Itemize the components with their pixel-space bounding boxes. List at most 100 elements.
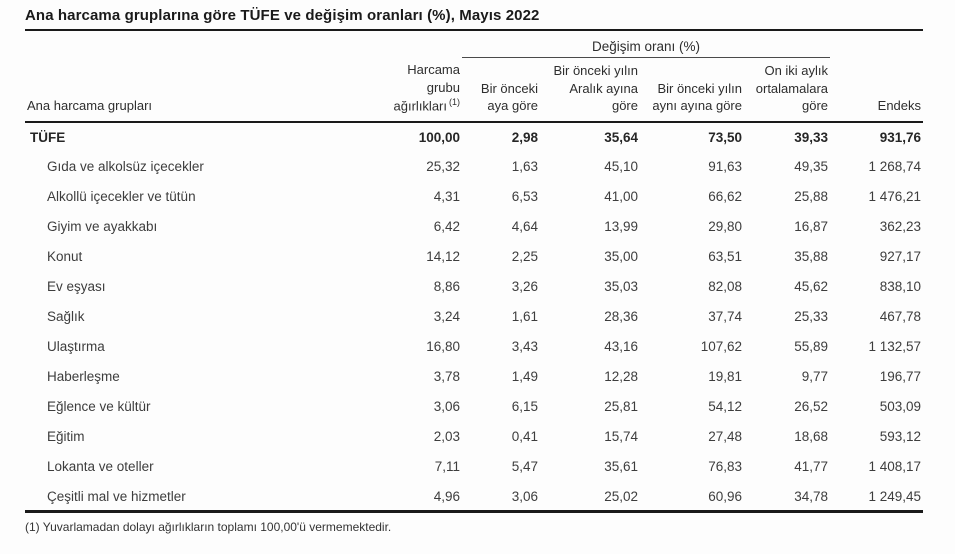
cell-average-change: 25,88 bbox=[794, 189, 829, 205]
cell-monthly-change: 6,15 bbox=[511, 399, 538, 415]
table-row: Eğitim 2,03 0,41 15,74 27,48 18,68 593,1… bbox=[25, 422, 923, 452]
cell-weight: 4,96 bbox=[433, 488, 460, 504]
col-header-main-groups: Ana harcama grupları bbox=[25, 57, 375, 123]
cell-monthly-change: 5,47 bbox=[511, 459, 538, 475]
cell-weight: 6,42 bbox=[433, 219, 460, 235]
row-label: Sağlık bbox=[47, 309, 85, 325]
cell-average-change: 39,33 bbox=[794, 129, 829, 145]
col-header-index: Endeks bbox=[830, 57, 924, 123]
col-header-previous-month: Bir önceki aya göre bbox=[462, 57, 540, 123]
cell-december-change: 13,99 bbox=[604, 219, 638, 235]
row-label: Ev eşyası bbox=[47, 279, 106, 295]
cell-index: 1 268,74 bbox=[868, 159, 922, 175]
cell-december-change: 35,00 bbox=[604, 249, 638, 265]
cell-yearly-change: 27,48 bbox=[708, 429, 742, 445]
cell-yearly-change: 82,08 bbox=[708, 279, 742, 295]
cell-december-change: 45,10 bbox=[604, 159, 638, 175]
cell-monthly-change: 4,64 bbox=[511, 219, 538, 235]
cell-average-change: 16,87 bbox=[794, 219, 829, 235]
cell-average-change: 18,68 bbox=[794, 429, 829, 445]
cell-monthly-change: 1,63 bbox=[511, 159, 538, 175]
row-label: Eğitim bbox=[47, 429, 85, 445]
cell-yearly-change: 63,51 bbox=[708, 249, 742, 265]
cell-average-change: 34,78 bbox=[794, 488, 829, 504]
cell-monthly-change: 3,06 bbox=[511, 488, 538, 504]
cell-weight: 100,00 bbox=[418, 129, 460, 145]
cell-monthly-change: 3,26 bbox=[511, 279, 538, 295]
cell-december-change: 25,81 bbox=[604, 399, 638, 415]
cell-average-change: 49,35 bbox=[794, 159, 829, 175]
row-label: Lokanta ve oteller bbox=[47, 459, 154, 475]
cell-monthly-change: 3,43 bbox=[511, 339, 538, 355]
cell-yearly-change: 107,62 bbox=[700, 339, 742, 355]
table-row: Lokanta ve oteller 7,11 5,47 35,61 76,83… bbox=[25, 452, 923, 482]
table-row: Sağlık 3,24 1,61 28,36 37,74 25,33 467,7… bbox=[25, 302, 923, 332]
cell-december-change: 35,64 bbox=[604, 129, 638, 145]
cell-index: 467,78 bbox=[879, 309, 922, 325]
row-label: Alkollü içecekler ve tütün bbox=[47, 189, 196, 205]
cell-december-change: 43,16 bbox=[604, 339, 638, 355]
table-row: Ulaştırma 16,80 3,43 43,16 107,62 55,89 … bbox=[25, 332, 923, 362]
cell-monthly-change: 6,53 bbox=[511, 189, 538, 205]
cell-december-change: 35,03 bbox=[604, 279, 638, 295]
cell-average-change: 55,89 bbox=[794, 339, 829, 355]
cell-december-change: 12,28 bbox=[604, 369, 638, 385]
cell-index: 593,12 bbox=[879, 429, 922, 445]
cell-weight: 2,03 bbox=[433, 429, 460, 445]
table-footnote: (1) Yuvarlamadan dolayı ağırlıkların top… bbox=[25, 520, 392, 535]
cell-weight: 3,78 bbox=[433, 369, 460, 385]
table-row: Haberleşme 3,78 1,49 12,28 19,81 9,77 19… bbox=[25, 362, 923, 392]
row-label: Giyim ve ayakkabı bbox=[47, 219, 158, 235]
row-label: TÜFE bbox=[30, 129, 66, 145]
cell-average-change: 41,77 bbox=[794, 459, 829, 475]
cell-weight: 7,11 bbox=[434, 459, 460, 475]
cell-december-change: 28,36 bbox=[604, 309, 638, 325]
row-label: Eğlence ve kültür bbox=[47, 399, 151, 415]
cell-december-change: 15,74 bbox=[604, 429, 638, 445]
cell-index: 931,76 bbox=[879, 129, 922, 145]
cell-weight: 8,86 bbox=[433, 279, 460, 295]
page-title: Ana harcama gruplarına göre TÜFE ve deği… bbox=[25, 7, 540, 24]
cell-weight: 14,12 bbox=[426, 249, 460, 265]
cell-december-change: 35,61 bbox=[604, 459, 638, 475]
cell-yearly-change: 54,12 bbox=[708, 399, 742, 415]
cell-yearly-change: 19,81 bbox=[708, 369, 742, 385]
cell-december-change: 41,00 bbox=[604, 189, 638, 205]
row-label: Çeşitli mal ve hizmetler bbox=[47, 488, 186, 504]
table-row: Alkollü içecekler ve tütün 4,31 6,53 41,… bbox=[25, 182, 923, 212]
title-rule: Ana harcama gruplarına göre TÜFE ve deği… bbox=[25, 7, 923, 31]
cell-weight: 3,06 bbox=[433, 399, 460, 415]
cell-index: 927,17 bbox=[879, 249, 922, 265]
cell-index: 1 476,21 bbox=[868, 189, 922, 205]
cell-weight: 16,80 bbox=[426, 339, 460, 355]
table-row: Ev eşyası 8,86 3,26 35,03 82,08 45,62 83… bbox=[25, 272, 923, 302]
cell-december-change: 25,02 bbox=[604, 488, 638, 504]
table-row: Konut 14,12 2,25 35,00 63,51 35,88 927,1… bbox=[25, 242, 923, 272]
table-row: Eğlence ve kültür 3,06 6,15 25,81 54,12 … bbox=[25, 392, 923, 422]
cell-index: 362,23 bbox=[879, 219, 922, 235]
cell-weight: 25,32 bbox=[426, 159, 460, 175]
tufe-data-table: Değişim oranı (%) Ana harcama grupları H… bbox=[25, 31, 924, 514]
col-header-same-month-previous-year: Bir önceki yılın aynı ayına göre bbox=[640, 57, 744, 123]
cell-monthly-change: 2,25 bbox=[511, 249, 538, 265]
row-label: Gıda ve alkolsüz içecekler bbox=[47, 159, 204, 175]
cell-average-change: 9,77 bbox=[801, 369, 829, 385]
col-header-weights: Harcama grubu ağırlıkları (1) bbox=[375, 57, 462, 123]
col-header-previous-december: Bir önceki yılın Aralık ayına göre bbox=[540, 57, 640, 123]
cell-index: 838,10 bbox=[879, 279, 922, 295]
col-header-weights-label: Harcama grubu ağırlıkları bbox=[393, 62, 460, 114]
table-row-tufe: TÜFE 100,00 2,98 35,64 73,50 39,33 931,7… bbox=[25, 122, 923, 152]
cell-weight: 4,31 bbox=[433, 189, 460, 205]
table-row: Gıda ve alkolsüz içecekler 25,32 1,63 45… bbox=[25, 152, 923, 182]
cell-weight: 3,24 bbox=[433, 309, 460, 325]
cell-average-change: 35,88 bbox=[794, 249, 829, 265]
cell-index: 1 249,45 bbox=[868, 488, 922, 504]
group-header-spacer-left bbox=[25, 31, 462, 57]
cell-index: 1 132,57 bbox=[868, 339, 922, 355]
row-label: Haberleşme bbox=[47, 369, 120, 385]
cell-monthly-change: 1,61 bbox=[511, 309, 538, 325]
cell-yearly-change: 37,74 bbox=[708, 309, 742, 325]
weights-footnote-marker: (1) bbox=[449, 97, 460, 108]
group-header-spacer-right bbox=[830, 31, 923, 57]
